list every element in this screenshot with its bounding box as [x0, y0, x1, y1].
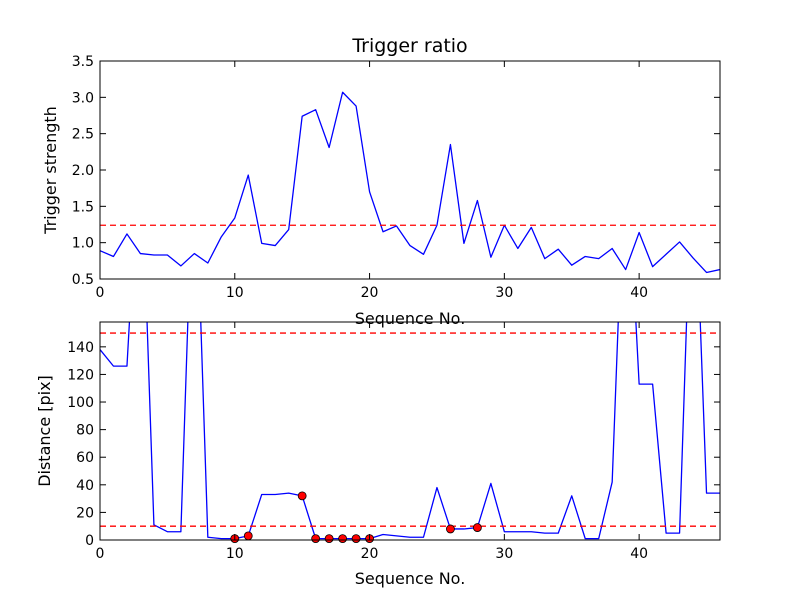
y-axis-label: Distance [pix]	[35, 375, 54, 487]
y-tick-label: 2.5	[72, 127, 94, 143]
x-tick-label: 40	[630, 285, 648, 301]
data-marker	[324, 534, 334, 544]
y-tick-label: 60	[76, 450, 94, 466]
x-tick-label: 30	[495, 285, 513, 301]
data-marker	[351, 534, 361, 544]
x-tick-label: 0	[96, 546, 105, 562]
x-tick-label: 20	[361, 546, 379, 562]
y-tick-label: 3.0	[72, 90, 94, 106]
y-tick-label: 2.0	[72, 163, 94, 179]
data-marker	[243, 531, 253, 541]
y-tick-label: 1.5	[72, 199, 94, 215]
x-tick-label: 40	[630, 546, 648, 562]
trigger-ratio-chart: Trigger ratio Sequence No. Trigger stren…	[41, 35, 721, 328]
series-line-0	[100, 91, 720, 274]
x-tick-label: 20	[361, 285, 379, 301]
y-tick-label: 80	[76, 423, 94, 439]
y-tick-label: 0	[85, 533, 94, 549]
y-tick-label: 40	[76, 478, 94, 494]
data-marker	[297, 491, 307, 501]
x-axis-label: Sequence No.	[355, 569, 466, 588]
y-tick-label: 140	[67, 340, 94, 356]
y-axis-label: Trigger strength	[41, 106, 60, 235]
data-marker	[472, 523, 482, 532]
data-marker	[338, 534, 348, 544]
x-tick-label: 30	[495, 546, 513, 562]
y-tick-label: 3.5	[72, 54, 94, 70]
y-tick-label: 1.0	[72, 236, 94, 252]
plot-area: 0 10 20 30 40 0 20 40 60 80 100 120 140	[67, 321, 721, 562]
y-tick-label: 0.5	[72, 272, 94, 288]
x-tick-label: 10	[226, 546, 244, 562]
y-tick-label: 20	[76, 505, 94, 521]
data-marker	[311, 534, 321, 544]
data-marker	[446, 524, 455, 534]
x-tick-label: 10	[226, 285, 244, 301]
plot-frame	[99, 321, 721, 541]
plot-area: 0 10 20 30 40 0.5 1.0 1.5 2.0 2.5 3.0 3.5	[72, 54, 721, 301]
y-tick-label: 100	[67, 395, 94, 411]
series-line-0	[100, 322, 720, 540]
y-tick-label: 120	[67, 367, 94, 383]
x-tick-label: 0	[96, 285, 105, 301]
chart-title: Trigger ratio	[351, 35, 467, 57]
x-axis-label: Sequence No.	[355, 309, 466, 328]
distance-chart: Sequence No. Distance [pix] 0 10 20 30 40 0 20…	[35, 321, 721, 588]
